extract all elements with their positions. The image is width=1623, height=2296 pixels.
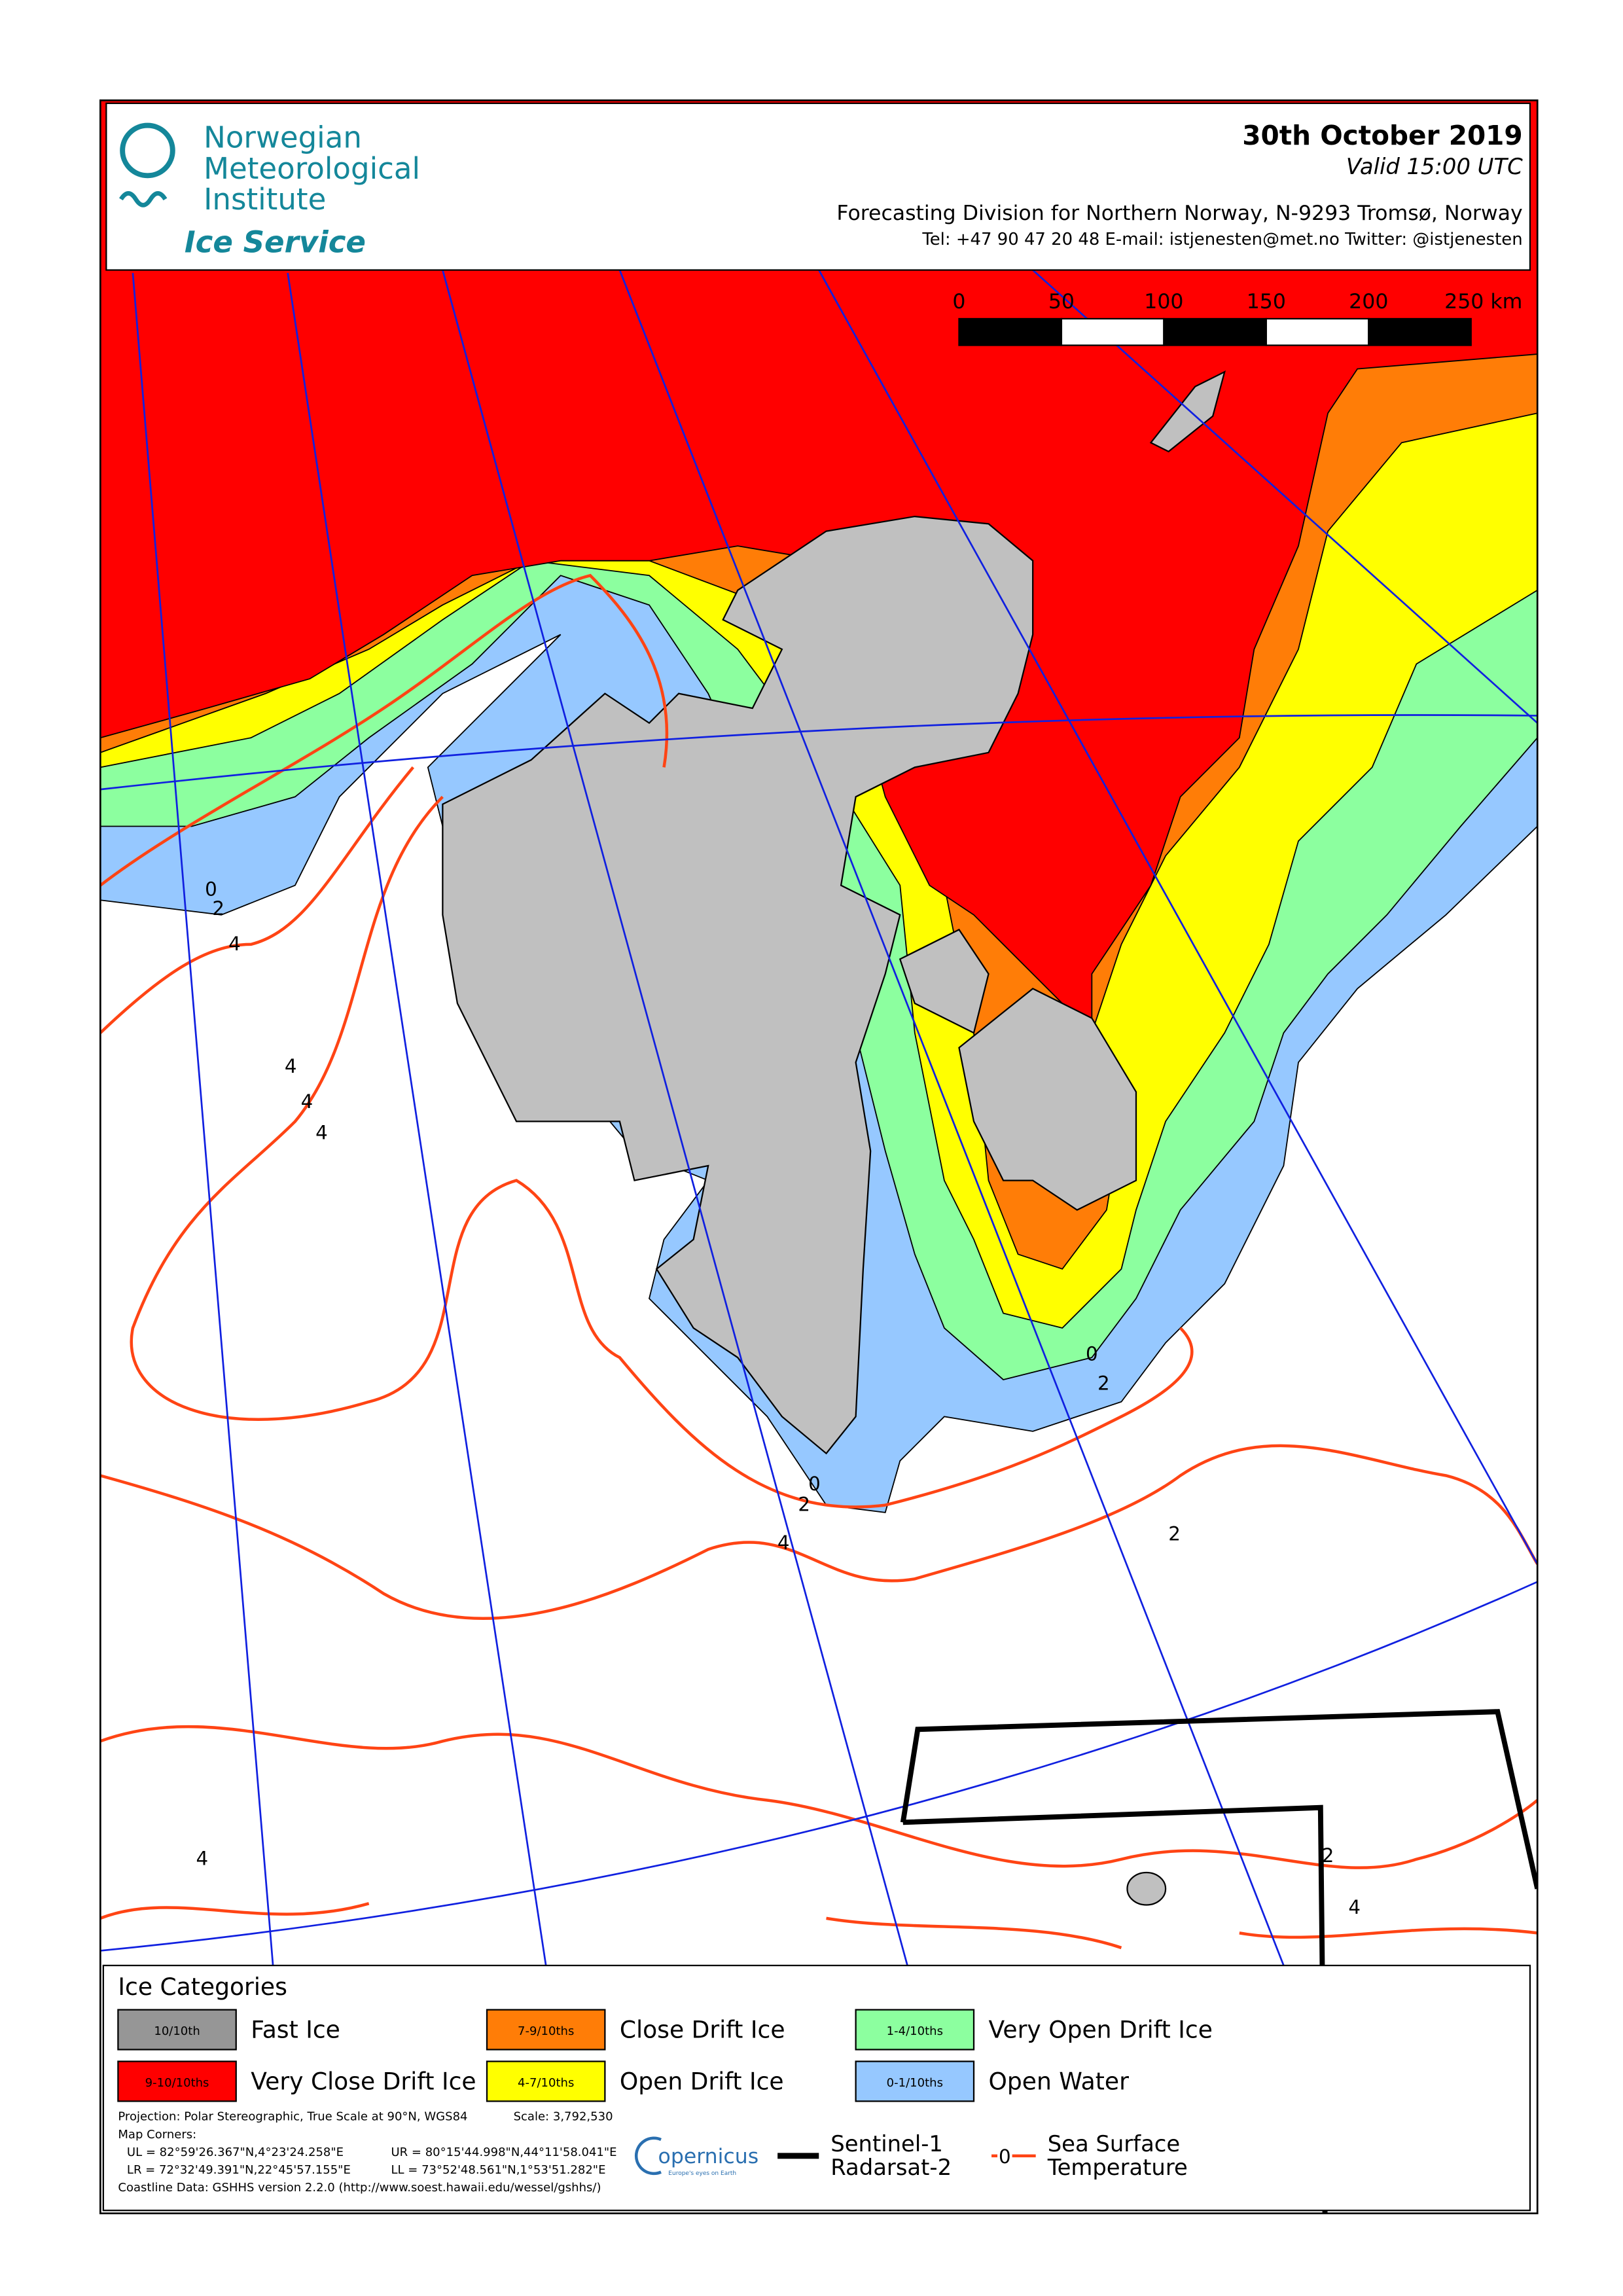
- scale-label: 200: [1349, 290, 1388, 314]
- legend-swatch: [117, 2009, 237, 2051]
- org-name: Norwegian: [204, 120, 362, 154]
- sst-contour: [100, 1902, 1538, 1950]
- legend-label: Fast Ice: [251, 2016, 340, 2043]
- map-note: Projection: Polar Stereographic, True Sc…: [118, 2110, 467, 2124]
- sst-label: 0: [205, 878, 217, 900]
- scale-segment: [1060, 317, 1165, 346]
- legend-swatch-label: 10/10th: [154, 2024, 200, 2038]
- contact: Tel: +47 90 47 20 48 E-mail: istjenesten…: [921, 230, 1522, 249]
- meridian: [132, 269, 1538, 1966]
- valid-time: Valid 15:00 UTC: [1346, 154, 1523, 179]
- map-note: UR = 80°15'44.998"N,44°11'58.041"E: [391, 2145, 616, 2159]
- map-note: Scale: 3,792,530: [514, 2110, 613, 2124]
- scale-segment: [1265, 317, 1370, 346]
- sst-label: 2: [1322, 1844, 1334, 1867]
- scale-label: 250 km: [1444, 290, 1522, 314]
- logo-wave: [119, 191, 168, 207]
- sst-label: 4: [315, 1121, 328, 1143]
- map-note: UL = 82°59'26.367"N,4°23'24.258"E: [127, 2145, 344, 2159]
- sst-label: 2: [1168, 1523, 1181, 1545]
- legend-label: Open Drift Ice: [620, 2068, 784, 2095]
- legend-swatch-label: 9-10/10ths: [145, 2076, 209, 2090]
- legend-swatch-label: 4-7/10ths: [518, 2076, 574, 2090]
- legend-box: [102, 1964, 1531, 2212]
- sst-label: 0: [1086, 1343, 1098, 1365]
- division: Forecasting Division for Northern Norway…: [836, 202, 1522, 225]
- scale-label: 0: [952, 290, 965, 314]
- scale-segment: [1368, 317, 1472, 346]
- map-note: LR = 72°32'49.391"N,22°45'57.155"E: [127, 2163, 351, 2177]
- sst-contour: [100, 573, 669, 887]
- legend-label: Close Drift Ice: [620, 2016, 785, 2043]
- legend-swatch-label: 0-1/10ths: [887, 2076, 943, 2090]
- logo-circle: [120, 122, 175, 179]
- sar-legend-label: Sentinel-1: [830, 2131, 943, 2157]
- copernicus-logo: [635, 2136, 662, 2176]
- sst-label: 2: [798, 1494, 810, 1516]
- legend: Ice Categories 10/10th Fast Ice 7-9/10ths Cl…: [117, 1973, 1213, 2195]
- scale-label: 150: [1247, 290, 1286, 314]
- date: 30th October 2019: [1242, 120, 1522, 151]
- sst-legend-label: Sea Surface: [1048, 2131, 1180, 2157]
- legend-swatch: [486, 2060, 606, 2102]
- sar-legend-label: Radarsat-2: [830, 2155, 952, 2180]
- parallel: [100, 714, 1538, 1952]
- sst-label: 4: [196, 1848, 209, 1870]
- legend-swatch: [855, 2060, 975, 2102]
- sst-label: 4: [1348, 1896, 1361, 1918]
- map-note: Coastline Data: GSHHS version 2.2.0 (htt…: [118, 2181, 601, 2195]
- sst-label: 4: [285, 1055, 297, 1077]
- sst-legend-gap: [997, 2144, 1012, 2166]
- copernicus-tagline: Europe's eyes on Earth: [668, 2170, 736, 2177]
- sst-label: 4: [228, 933, 241, 955]
- map-note: LL = 73°52'48.561"N,1°53'51.282"E: [391, 2163, 605, 2177]
- scale-bar: 0 50 100 150 200 250 km: [952, 290, 1522, 346]
- barentsoya: [899, 928, 990, 1034]
- legend-label: Very Open Drift Ice: [989, 2016, 1213, 2043]
- legend-label: Very Close Drift Ice: [251, 2068, 476, 2095]
- edgeoya: [958, 988, 1137, 1211]
- map-note: Map Corners:: [118, 2128, 196, 2142]
- bjornoya: [1126, 1871, 1167, 1906]
- sst-contour: [100, 1725, 1538, 1869]
- org-name: Institute: [204, 182, 326, 217]
- sst-legend-sample: 0: [999, 2145, 1011, 2168]
- scale-segment: [1163, 317, 1267, 346]
- scale-label: 100: [1144, 290, 1183, 314]
- copernicus-name: opernicus: [658, 2145, 759, 2168]
- legend-swatch-label: 7-9/10ths: [518, 2024, 574, 2038]
- sst-label: 0: [808, 1473, 821, 1495]
- sst-legend-label: Temperature: [1047, 2155, 1188, 2180]
- sst-label: 2: [212, 897, 224, 920]
- legend-title: Ice Categories: [118, 1973, 287, 2001]
- legend-swatch: [117, 2060, 237, 2102]
- legend-swatch: [486, 2009, 606, 2051]
- spitsbergen: [442, 515, 1034, 1455]
- sst-label: 4: [777, 1532, 790, 1554]
- scale-label: 50: [1048, 290, 1075, 314]
- header-box: [105, 102, 1531, 271]
- legend-swatch-label: 1-4/10ths: [887, 2024, 943, 2038]
- kvitoya: [1149, 370, 1226, 453]
- sst-label: 2: [1097, 1372, 1110, 1395]
- scale-segment: [958, 317, 1063, 346]
- sst-contour: [100, 766, 1194, 1509]
- sst-label: 4: [301, 1090, 313, 1113]
- map-frame: [99, 99, 1539, 2215]
- org-name: Meteorological: [204, 151, 420, 186]
- legend-label: Open Water: [989, 2068, 1130, 2095]
- legend-swatch: [855, 2009, 975, 2051]
- sst-contour: [100, 1444, 1538, 1621]
- service-name: Ice Service: [185, 225, 366, 260]
